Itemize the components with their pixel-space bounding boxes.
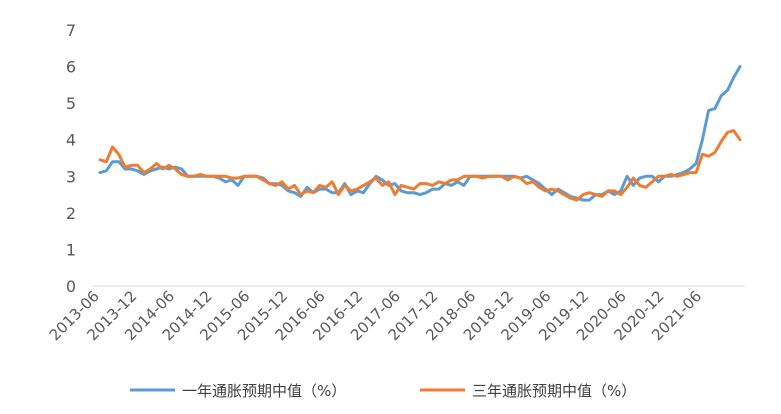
y-axis: 0 1 2 3 4 5 6 7	[66, 21, 76, 296]
series-lines	[98, 65, 742, 202]
series-line-one-year	[98, 65, 742, 202]
x-axis: 2013-062013-122014-062014-122015-062015-…	[46, 287, 705, 344]
legend-label-three-year: 三年通胀预期中值（%）	[472, 382, 636, 400]
legend-label-one-year: 一年通胀预期中值（%）	[182, 382, 346, 400]
y-tick-label: 5	[66, 94, 76, 113]
legend: 一年通胀预期中值（%） 三年通胀预期中值（%）	[130, 382, 636, 400]
y-tick-label: 1	[66, 240, 76, 259]
y-tick-label: 2	[66, 204, 76, 223]
y-tick-label: 4	[66, 131, 76, 150]
series-line-three-year	[98, 129, 742, 202]
y-tick-label: 0	[66, 277, 76, 296]
y-tick-label: 6	[66, 58, 76, 77]
y-tick-label: 3	[66, 167, 76, 186]
y-tick-label: 7	[66, 21, 76, 40]
